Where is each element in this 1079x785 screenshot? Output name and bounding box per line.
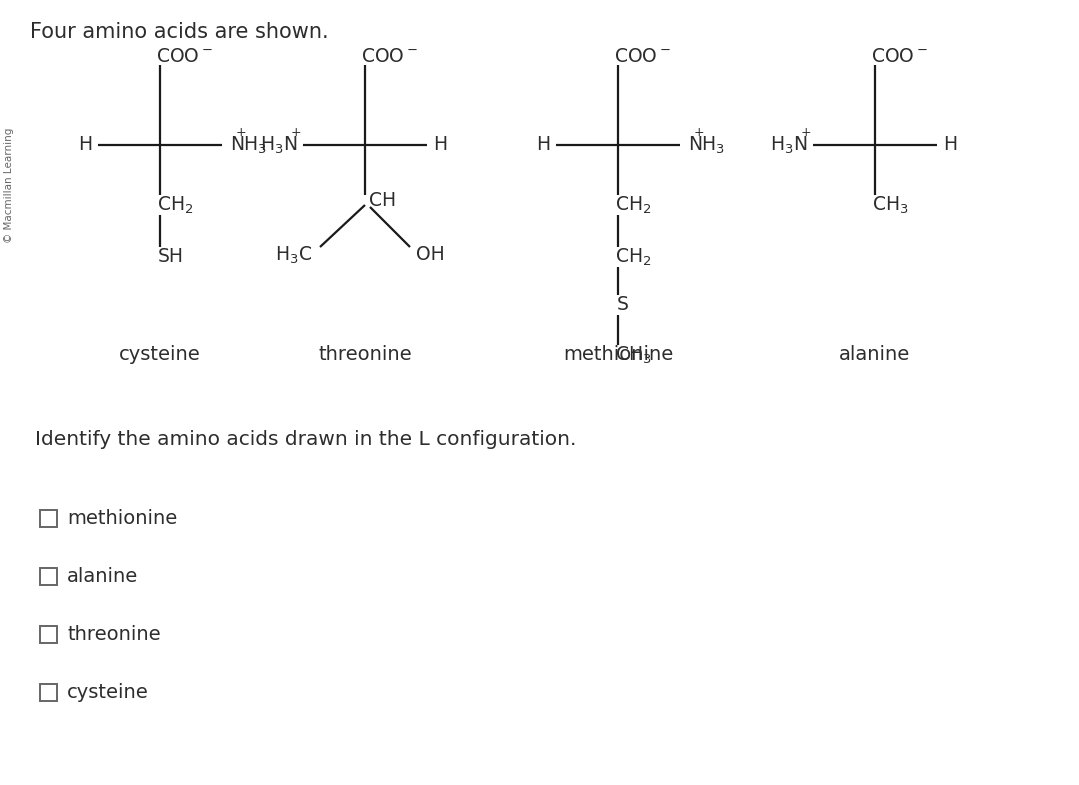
Text: Identify the amino acids drawn in the L configuration.: Identify the amino acids drawn in the L … [35,430,576,449]
Text: H: H [78,136,92,155]
Text: H$_3$C: H$_3$C [275,244,312,265]
Text: S: S [617,295,629,315]
Text: H: H [943,136,957,155]
Text: H: H [433,136,447,155]
Text: +: + [290,126,301,140]
Text: Four amino acids are shown.: Four amino acids are shown. [30,22,329,42]
Text: © Macmillan Learning: © Macmillan Learning [4,127,14,243]
Bar [40,626,57,643]
Text: CH$_2$: CH$_2$ [158,195,193,216]
Text: OH: OH [416,246,445,265]
Text: H: H [536,136,550,155]
Text: threonine: threonine [318,345,412,364]
Text: COO$^-$: COO$^-$ [156,48,213,67]
Bar [40,510,57,527]
Text: NH$_3$: NH$_3$ [688,134,725,155]
Text: CH$_2$: CH$_2$ [615,246,652,268]
Text: methionine: methionine [67,509,177,528]
Text: SH: SH [158,247,185,266]
Text: COO$^-$: COO$^-$ [871,48,928,67]
Text: alanine: alanine [839,345,911,364]
Text: CH$_2$: CH$_2$ [615,195,652,216]
Text: methionine: methionine [563,345,673,364]
Text: COO$^-$: COO$^-$ [361,48,418,67]
Text: CH$_3$: CH$_3$ [615,345,652,366]
Text: CH: CH [369,192,396,210]
Bar [40,684,57,701]
Text: NH$_3$: NH$_3$ [230,134,267,155]
Text: CH$_3$: CH$_3$ [872,195,909,216]
Text: H$_3$N: H$_3$N [260,134,297,155]
Text: H$_3$N: H$_3$N [769,134,807,155]
Text: threonine: threonine [67,625,161,644]
Text: alanine: alanine [67,567,138,586]
Text: COO$^-$: COO$^-$ [614,48,671,67]
Bar [40,568,57,585]
Text: +: + [694,126,705,140]
Text: +: + [236,126,247,140]
Text: +: + [801,126,811,140]
Text: cysteine: cysteine [119,345,201,364]
Text: cysteine: cysteine [67,683,149,702]
